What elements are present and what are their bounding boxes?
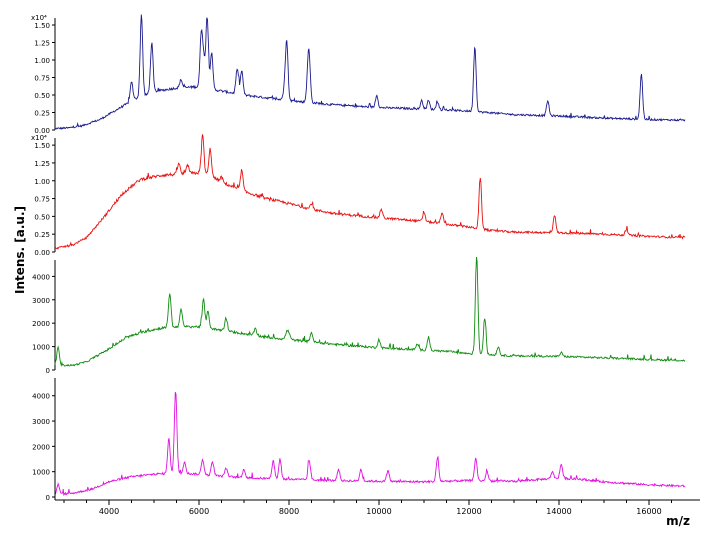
spectrum-panel-4: 0 1000 2000 3000 4000 (32, 378, 686, 502)
x-axis: 4000 6000 8000 10000 12000 14000 16000 (54, 378, 700, 516)
y-multiplier-2: x10⁴ (31, 134, 47, 142)
y-tick-label-2-2: 0.50 (34, 213, 50, 221)
spectrum-trace-3 (54, 256, 686, 368)
y-tick-label-1-0: 0.00 (34, 127, 50, 135)
x-axis-label: m/z (666, 514, 690, 528)
x-tick-label-2: 8000 (279, 507, 299, 516)
y-tick-label-3-1: 1000 (32, 344, 50, 352)
y-tick-label-3-4: 4000 (32, 273, 50, 281)
spectrum-trace-4 (54, 392, 686, 497)
y-tick-label-2-0: 0.00 (34, 249, 50, 257)
y-tick-label-1-2: 0.50 (34, 92, 50, 100)
y-tick-label-3-3: 3000 (32, 297, 50, 305)
y-tick-label-2-1: 0.25 (34, 231, 50, 239)
y-tick-label-1-3: 0.75 (34, 75, 50, 83)
x-tick-label-3: 10000 (366, 507, 391, 516)
y-tick-label-2-6: 1.50 (34, 142, 50, 150)
y-tick-label-4-0: 0 (46, 494, 50, 502)
x-tick-label-6: 16000 (636, 507, 661, 516)
y-axis-label: Intens. [a.u.] (13, 206, 27, 294)
y-tick-label-1-5: 1.25 (34, 40, 50, 48)
y-tick-label-1-6: 1.50 (34, 22, 50, 30)
spectrum-trace-2 (54, 134, 686, 250)
x-tick-label-4: 12000 (456, 507, 481, 516)
x-tick-label-0: 4000 (99, 507, 119, 516)
y-tick-label-4-4: 4000 (32, 393, 50, 401)
y-tick-label-3-0: 0 (46, 367, 50, 375)
y-tick-label-1-4: 1.00 (34, 57, 50, 65)
y-tick-label-3-2: 2000 (32, 320, 50, 328)
spectrum-trace-1 (54, 14, 686, 130)
x-tick-label-5: 14000 (546, 507, 571, 516)
spectrum-panel-3: 0 1000 2000 3000 4000 (32, 256, 686, 375)
y-tick-label-1-1: 0.25 (34, 110, 50, 118)
panels-layer: 0.000.250.500.751.001.251.50x10⁴0.000.25… (31, 14, 686, 502)
x-tick-label-1: 6000 (189, 507, 209, 516)
y-multiplier-1: x10⁴ (31, 14, 47, 22)
y-tick-label-2-5: 1.25 (34, 160, 50, 168)
y-tick-label-2-3: 0.75 (34, 196, 50, 204)
y-tick-label-4-2: 2000 (32, 443, 50, 451)
y-tick-label-4-1: 1000 (32, 469, 50, 477)
y-tick-label-4-3: 3000 (32, 418, 50, 426)
y-tick-label-2-4: 1.00 (34, 178, 50, 186)
